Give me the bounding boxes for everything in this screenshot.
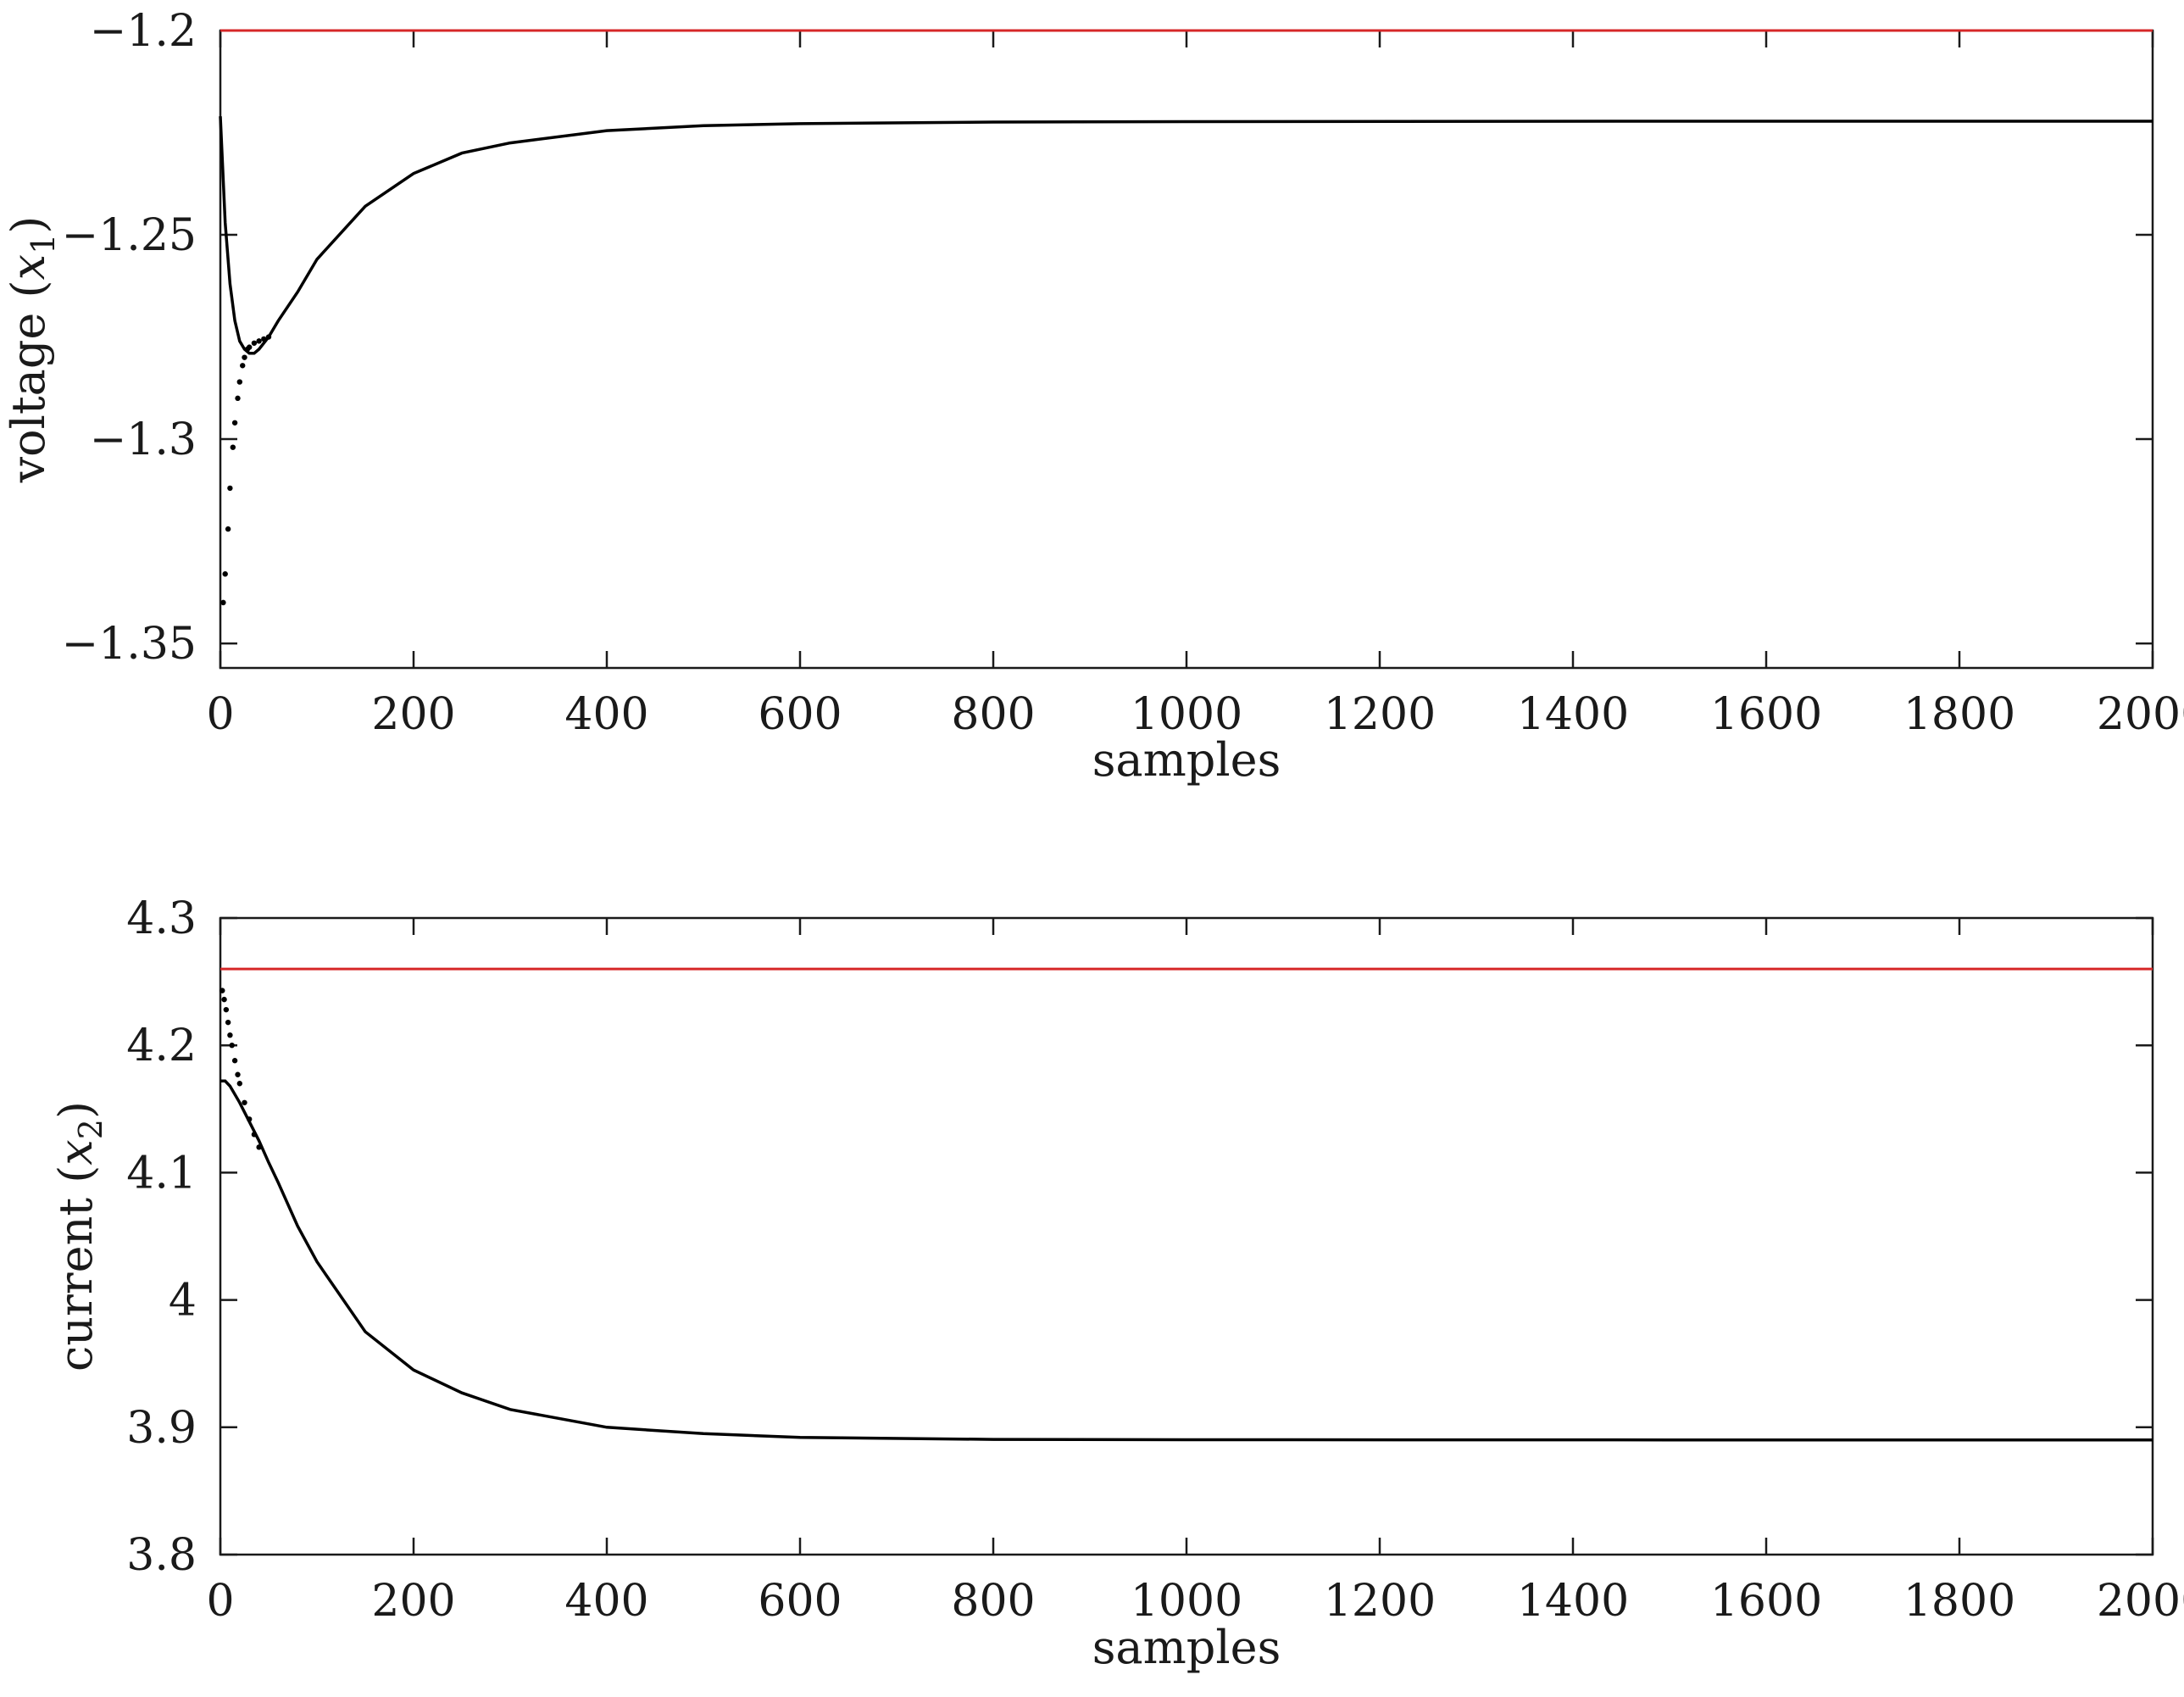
series-point — [235, 1071, 241, 1077]
series-point — [265, 334, 272, 340]
x-axis-label: samples — [1092, 1621, 1281, 1674]
y-tick-label: −1.3 — [90, 415, 197, 465]
y-tick-label: −1.25 — [62, 210, 197, 261]
x-tick-label: 400 — [564, 689, 648, 740]
x-tick-label: 400 — [564, 1576, 648, 1627]
series-point — [235, 395, 241, 402]
y-tick-label: 4.1 — [126, 1148, 197, 1199]
x-tick-label: 1400 — [1517, 1576, 1629, 1627]
series-point — [227, 1032, 233, 1038]
y-tick-label: 4 — [169, 1276, 197, 1327]
x-tick-label: 1800 — [1903, 689, 2015, 740]
x-tick-label: 1600 — [1710, 689, 1822, 740]
series-point — [225, 526, 231, 532]
series-point — [247, 344, 253, 350]
y-axis-label: current (x2) — [49, 1101, 109, 1372]
series-point — [242, 354, 247, 360]
series-point — [222, 570, 228, 577]
y-tick-label: 3.9 — [126, 1403, 197, 1454]
y-axis-label: voltage (x1) — [2, 216, 62, 484]
x-tick-label: 800 — [951, 1576, 1035, 1627]
series-point — [227, 485, 233, 492]
series-point — [251, 340, 258, 346]
series-point — [229, 1043, 235, 1049]
y-tick-label: −1.2 — [90, 6, 197, 57]
y-tick-label: −1.35 — [62, 619, 197, 670]
series-point — [220, 988, 225, 993]
series-point — [247, 1116, 253, 1122]
chart-panel-1: 0 200 400 600 800 1000 1200 1400 1600 1800 2000 −1.… — [2, 6, 2184, 787]
series-trace — [220, 1079, 2153, 1442]
y-tick-label: 3.8 — [126, 1530, 197, 1581]
x-tick-label: 0 — [206, 689, 234, 740]
y-tick-label: 4.3 — [126, 893, 197, 944]
x-tick-label: 200 — [371, 1576, 455, 1627]
series-point — [236, 379, 242, 385]
series-point — [256, 338, 262, 344]
series-point — [221, 996, 227, 1003]
series-point — [251, 1132, 258, 1138]
series-point — [236, 1081, 242, 1087]
x-tick-label: 1000 — [1131, 1576, 1242, 1627]
series-point — [256, 1144, 262, 1150]
series-point — [225, 1019, 231, 1026]
series-point — [220, 599, 226, 606]
series-point — [223, 1006, 230, 1013]
x-tick-label: 800 — [951, 689, 1035, 740]
x-axis-label: samples — [1092, 733, 1281, 787]
chart-panel-2: 0 200 400 600 800 1000 1200 1400 1600 1800 2000 3.8… — [49, 893, 2184, 1674]
series-point — [261, 336, 267, 342]
x-tick-label: 2000 — [2097, 689, 2184, 740]
series-point — [230, 444, 236, 450]
series-point — [231, 1058, 238, 1064]
series-point — [242, 1099, 247, 1105]
series-trace — [219, 116, 2153, 355]
series-point — [231, 420, 238, 426]
x-tick-label: 200 — [371, 689, 455, 740]
x-tick-label: 1200 — [1324, 1576, 1436, 1627]
plot-frame — [219, 916, 2154, 1556]
x-tick-label: 1400 — [1517, 689, 1629, 740]
series-point — [240, 363, 246, 369]
y-tick-label: 4.2 — [126, 1021, 197, 1071]
x-tick-label: 600 — [758, 1576, 842, 1627]
x-tick-label: 1600 — [1710, 1576, 1822, 1627]
plot-frame — [219, 29, 2154, 670]
x-tick-label: 2000 — [2097, 1576, 2184, 1627]
x-tick-label: 1000 — [1131, 689, 1242, 740]
x-tick-label: 1200 — [1324, 689, 1436, 740]
x-tick-label: 0 — [206, 1576, 234, 1627]
x-tick-label: 1800 — [1903, 1576, 2015, 1627]
x-tick-label: 600 — [758, 689, 842, 740]
